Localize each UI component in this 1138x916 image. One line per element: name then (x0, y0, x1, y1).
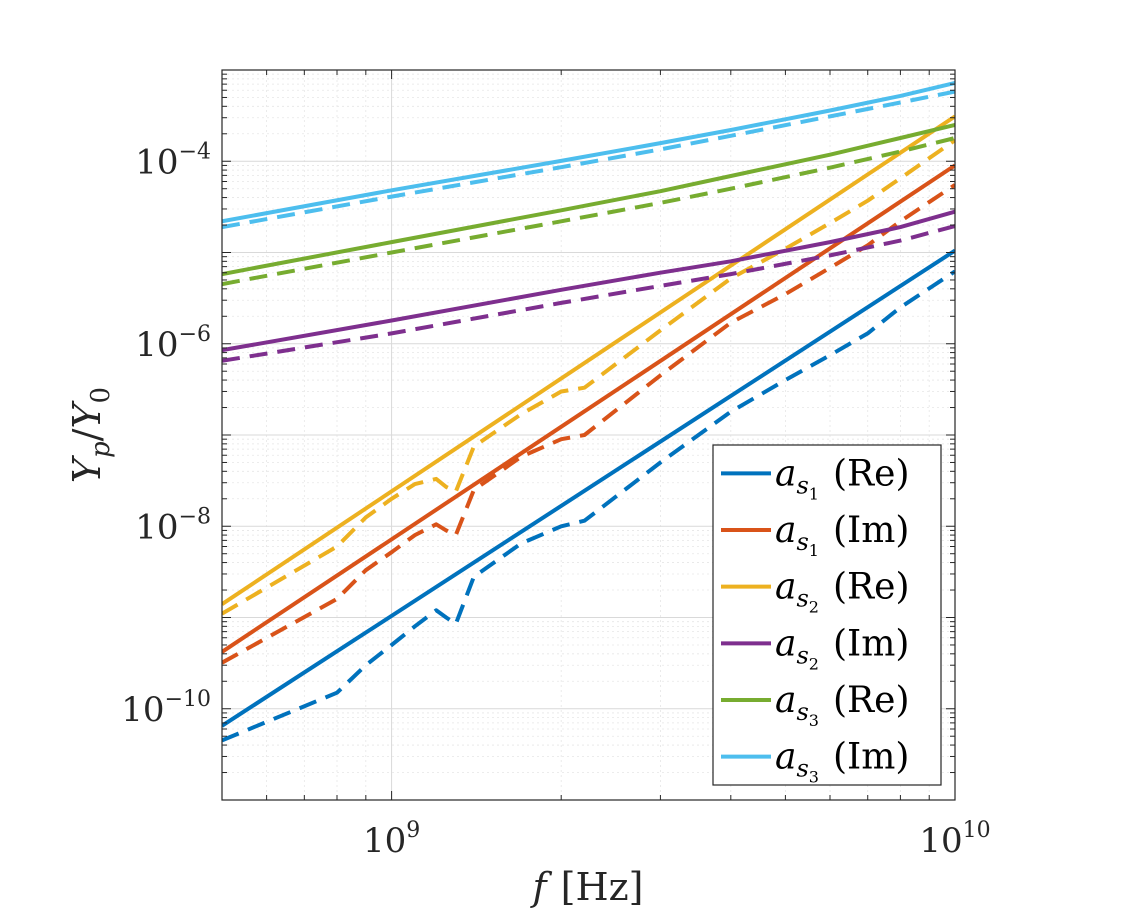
x-tick-label: 109 (363, 818, 420, 861)
x-axis-label-var: f (530, 865, 553, 909)
series-lines (222, 81, 955, 743)
legend-entry: as1 (Im) (775, 510, 909, 560)
series-line-6-dashed (222, 89, 955, 230)
y-tick-label: 10−4 (135, 139, 211, 182)
y-tick-label: 10−8 (135, 504, 211, 547)
y-tick-labels: 10−10 10−8 10−6 10−4 (121, 139, 211, 730)
legend-entry: as3 (Im) (775, 737, 909, 787)
svg-text:Yp/Y0: Yp/Y0 (65, 387, 116, 483)
y-axis-label-den-sub: 0 (86, 387, 116, 404)
y-tick-label: 10−10 (121, 687, 211, 730)
legend: as1 (Re) as1 (Im) as2 (Re) as2 (Im) as3 (Re) as3 (I… (712, 444, 942, 787)
legend-entry: as3 (Re) (775, 680, 909, 730)
legend-box (712, 444, 942, 786)
x-axis-label: f [Hz] (530, 865, 644, 909)
legend-entry: as1 (Re) (775, 453, 909, 503)
y-axis-label-num: Y (65, 454, 109, 483)
x-tick-labels: 109 1010 (363, 818, 991, 861)
y-axis-label-den: Y (65, 400, 109, 429)
series-line-1-dashed (222, 269, 955, 743)
series-line-5-solid (222, 122, 955, 277)
series-line-5-dashed (222, 136, 955, 287)
series-line-6-solid (222, 81, 955, 224)
series-line-3-dashed (222, 138, 955, 616)
series-line-2-dashed (222, 183, 955, 665)
y-tick-label: 10−6 (135, 322, 211, 365)
y-axis-label: Yp/Y0 (65, 387, 116, 483)
series-line-4-solid (222, 209, 955, 353)
series-line-3-solid (222, 114, 955, 606)
series-line-4-dashed (222, 224, 955, 363)
y-axis-label-num-sub: p (86, 441, 116, 458)
series-line-1-solid (222, 248, 955, 728)
legend-entry: as2 (Im) (775, 623, 909, 673)
x-tick-label: 1010 (919, 818, 990, 861)
legend-entry: as2 (Re) (775, 567, 909, 617)
axis-ticks (221, 69, 956, 801)
x-axis-label-unit: [Hz] (561, 865, 644, 909)
series-line-2-solid (222, 163, 955, 654)
